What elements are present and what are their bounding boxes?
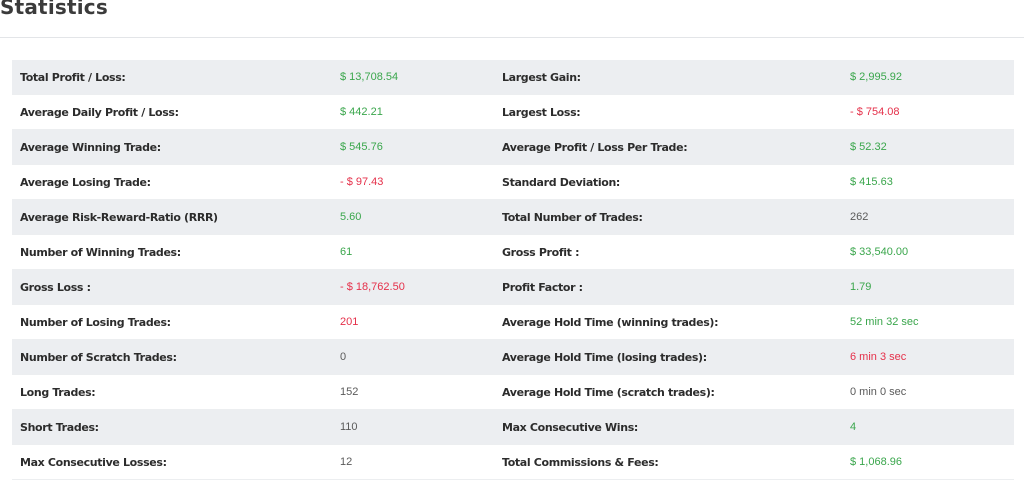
stat-value: - $ 97.43 bbox=[340, 176, 384, 188]
stat-label: Total Number of Trades: bbox=[502, 210, 643, 224]
stat-label: Long Trades: bbox=[20, 385, 96, 399]
stat-row: Long Trades: 152 Average Hold Time (scratc… bbox=[12, 374, 1014, 410]
stat-value: $ 545.76 bbox=[340, 141, 383, 153]
stat-row: Average Losing Trade: - $ 97.43 Standard D… bbox=[12, 164, 1014, 200]
stat-value: 0 bbox=[340, 351, 347, 363]
stat-value: 262 bbox=[850, 211, 869, 223]
statistics-table-body: Total Profit / Loss: $ 13,708.54 Largest G… bbox=[12, 60, 1014, 480]
stat-value: 110 bbox=[340, 421, 358, 433]
stat-value: 201 bbox=[340, 316, 359, 328]
stat-label: Number of Scratch Trades: bbox=[20, 350, 177, 364]
stat-label: Total Commissions & Fees: bbox=[502, 455, 659, 469]
page-title: Statistics bbox=[0, 0, 108, 19]
stat-row: Number of Winning Trades: 61 Gross Profit … bbox=[12, 234, 1014, 270]
stat-row: Average Winning Trade: $ 545.76 Average Pr… bbox=[12, 129, 1014, 165]
statistics-table: Total Profit / Loss: $ 13,708.54 Largest G… bbox=[12, 60, 1014, 480]
stat-label: Average Profit / Loss Per Trade: bbox=[502, 140, 688, 154]
stat-value: 4 bbox=[850, 421, 857, 433]
stat-value: 1.79 bbox=[850, 281, 872, 293]
stat-value: $ 33,540.00 bbox=[850, 246, 909, 258]
stat-row: Average Risk-Reward-Ratio (RRR) 5.60 Total… bbox=[12, 199, 1014, 235]
stat-value: 6 min 3 sec bbox=[850, 351, 907, 363]
stat-label: Average Losing Trade: bbox=[20, 175, 151, 189]
stat-label: Average Hold Time (winning trades): bbox=[502, 315, 719, 329]
stat-value: - $ 18,762.50 bbox=[340, 281, 405, 293]
stat-label: Gross Profit : bbox=[502, 245, 580, 259]
header-divider bbox=[0, 37, 1024, 38]
stat-label: Max Consecutive Wins: bbox=[502, 420, 638, 434]
stat-value: 61 bbox=[340, 246, 353, 258]
stat-label: Largest Loss: bbox=[502, 105, 581, 119]
stat-row: Short Trades: 110 Max Consecutive Wins: 4 bbox=[12, 409, 1014, 445]
stat-value: $ 442.21 bbox=[340, 106, 383, 118]
stat-label: Average Hold Time (scratch trades): bbox=[502, 385, 715, 399]
stat-row: Gross Loss : - $ 18,762.50 Profit Factor :… bbox=[12, 269, 1014, 305]
stat-label: Average Winning Trade: bbox=[20, 140, 161, 154]
stat-value: - $ 754.08 bbox=[850, 106, 900, 118]
stat-row: Max Consecutive Losses: 12 Total Commissio… bbox=[12, 444, 1014, 480]
stat-row: Average Daily Profit / Loss: $ 442.21 Larg… bbox=[12, 94, 1014, 130]
stat-value: 0 min 0 sec bbox=[850, 386, 907, 398]
stat-value: $ 52.32 bbox=[850, 141, 887, 153]
stat-value: 5.60 bbox=[340, 211, 362, 223]
stat-value: 12 bbox=[340, 456, 353, 468]
stat-label: Profit Factor : bbox=[502, 280, 583, 294]
stat-value: $ 1,068.96 bbox=[850, 456, 902, 468]
stat-label: Short Trades: bbox=[20, 420, 99, 434]
stat-value: 152 bbox=[340, 386, 359, 398]
stat-value: $ 2,995.92 bbox=[850, 71, 902, 83]
stat-value: $ 13,708.54 bbox=[340, 71, 399, 83]
stat-label: Standard Deviation: bbox=[502, 175, 620, 189]
stat-label: Average Risk-Reward-Ratio (RRR) bbox=[20, 210, 218, 224]
stat-row: Number of Losing Trades: 201 Average Hold … bbox=[12, 304, 1014, 340]
stat-row: Number of Scratch Trades: 0 Average Hold T… bbox=[12, 339, 1014, 375]
stat-label: Average Daily Profit / Loss: bbox=[20, 105, 179, 119]
stat-label: Average Hold Time (losing trades): bbox=[502, 350, 707, 364]
stat-value: $ 415.63 bbox=[850, 176, 893, 188]
stat-row: Total Profit / Loss: $ 13,708.54 Largest G… bbox=[12, 60, 1014, 95]
stat-label: Number of Losing Trades: bbox=[20, 315, 171, 329]
stat-value: 52 min 32 sec bbox=[850, 316, 919, 328]
stat-label: Number of Winning Trades: bbox=[20, 245, 181, 259]
stat-label: Largest Gain: bbox=[502, 70, 581, 84]
stat-label: Max Consecutive Losses: bbox=[20, 455, 167, 469]
stat-label: Total Profit / Loss: bbox=[20, 70, 126, 84]
stat-label: Gross Loss : bbox=[20, 280, 91, 294]
